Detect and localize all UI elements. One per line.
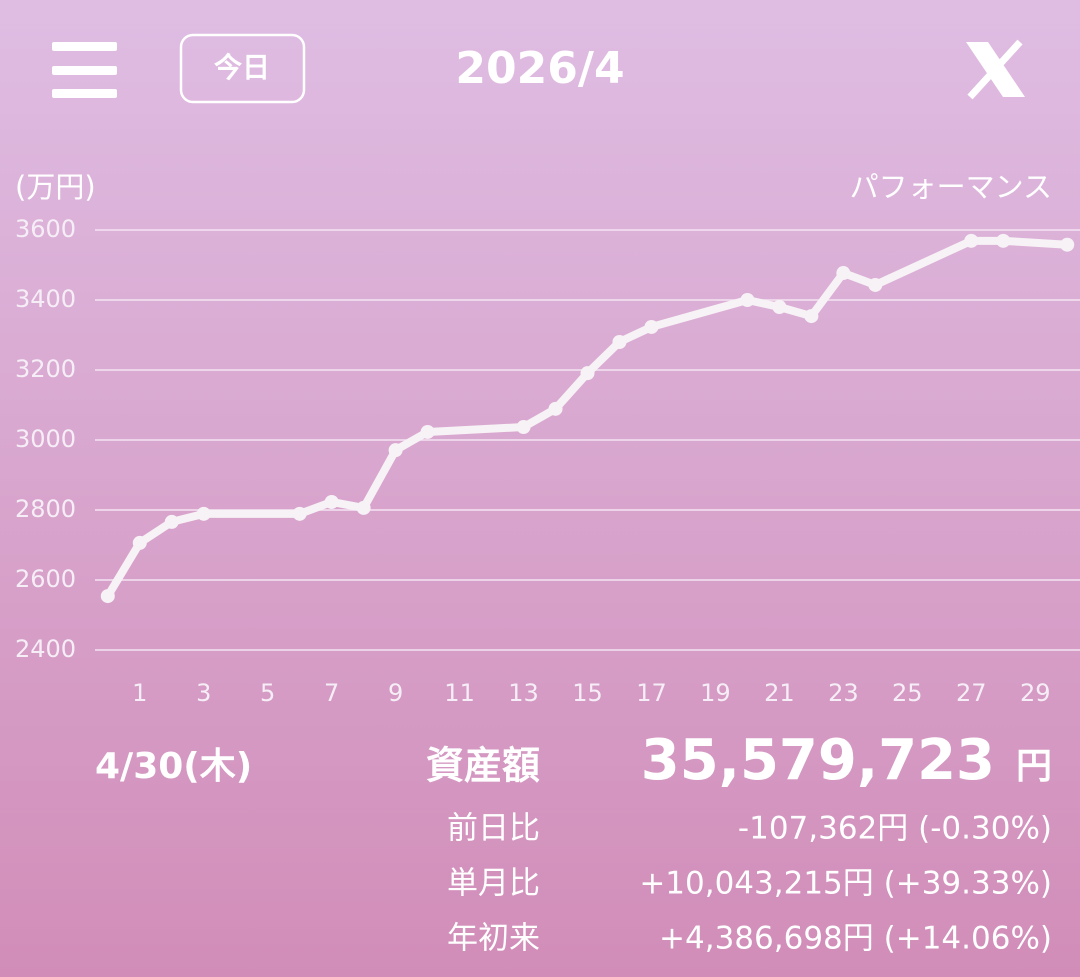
data-point	[548, 401, 563, 416]
stat-label: 前日比	[447, 811, 540, 847]
y-tick-label: 3200	[15, 355, 76, 383]
menu-bar	[52, 42, 117, 51]
x-tick-label: 27	[956, 679, 987, 707]
data-point	[868, 277, 883, 292]
x-tick-label: 5	[260, 679, 275, 707]
asset-currency: 円	[1016, 746, 1052, 787]
y-tick-label: 3400	[15, 285, 76, 313]
series-line	[103, 236, 1072, 601]
x-tick-label: 7	[324, 679, 339, 707]
today-label: 今日	[214, 51, 270, 84]
data-point	[324, 494, 339, 509]
x-share-button[interactable]	[966, 39, 1025, 100]
x-tick-label: 19	[700, 679, 731, 707]
data-point	[1060, 237, 1075, 252]
x-tick-label: 29	[1020, 679, 1051, 707]
data-point	[644, 319, 659, 334]
stat-label: 単月比	[447, 866, 540, 902]
month-title: 2026/4	[455, 43, 624, 94]
asset-amount: 35,579,723	[641, 728, 995, 793]
x-tick-label: 25	[892, 679, 923, 707]
data-point	[100, 589, 115, 604]
data-point	[612, 335, 627, 349]
data-point	[356, 500, 371, 515]
data-point	[516, 420, 531, 435]
data-point	[164, 514, 179, 529]
data-point	[964, 233, 979, 248]
data-point	[388, 443, 403, 458]
data-point	[132, 535, 147, 550]
data-point	[836, 266, 851, 281]
y-tick-label: 3000	[15, 425, 76, 453]
asset-label: 資産額	[426, 744, 540, 788]
data-point	[740, 293, 755, 307]
stat-value: +10,043,215円 (+39.33%)	[639, 866, 1052, 902]
data-point	[580, 366, 595, 381]
data-point	[772, 300, 787, 314]
x-tick-label: 13	[508, 679, 539, 707]
y-unit-label: (万円)	[15, 170, 96, 204]
y-tick-label: 2600	[15, 565, 76, 593]
x-tick-label: 21	[764, 679, 795, 707]
stat-label: 年初来	[447, 921, 540, 957]
x-tick-label: 11	[444, 679, 475, 707]
data-point	[196, 506, 211, 521]
x-tick-label: 17	[636, 679, 667, 707]
stat-value: +4,386,698円 (+14.06%)	[659, 921, 1052, 957]
menu-bar	[52, 89, 117, 98]
y-tick-label: 3600	[15, 215, 76, 243]
chart-title: パフォーマンス	[850, 170, 1052, 204]
today-button[interactable]	[179, 33, 306, 104]
x-tick-label: 9	[388, 679, 403, 707]
data-point	[996, 233, 1011, 248]
x-tick-label: 15	[572, 679, 603, 707]
data-point	[292, 506, 307, 521]
data-point	[420, 424, 435, 439]
y-tick-label: 2400	[15, 635, 76, 663]
menu-button[interactable]	[52, 42, 117, 98]
x-logo	[967, 39, 1023, 100]
x-tick-label: 23	[828, 679, 859, 707]
stat-value: -107,362円 (-0.30%)	[738, 811, 1052, 847]
data-point	[804, 309, 819, 324]
date-label: 4/30(木)	[95, 746, 252, 787]
menu-bar	[52, 66, 117, 75]
x-tick-label: 1	[132, 679, 147, 707]
x-tick-label: 3	[196, 679, 211, 707]
y-tick-label: 2800	[15, 495, 76, 523]
